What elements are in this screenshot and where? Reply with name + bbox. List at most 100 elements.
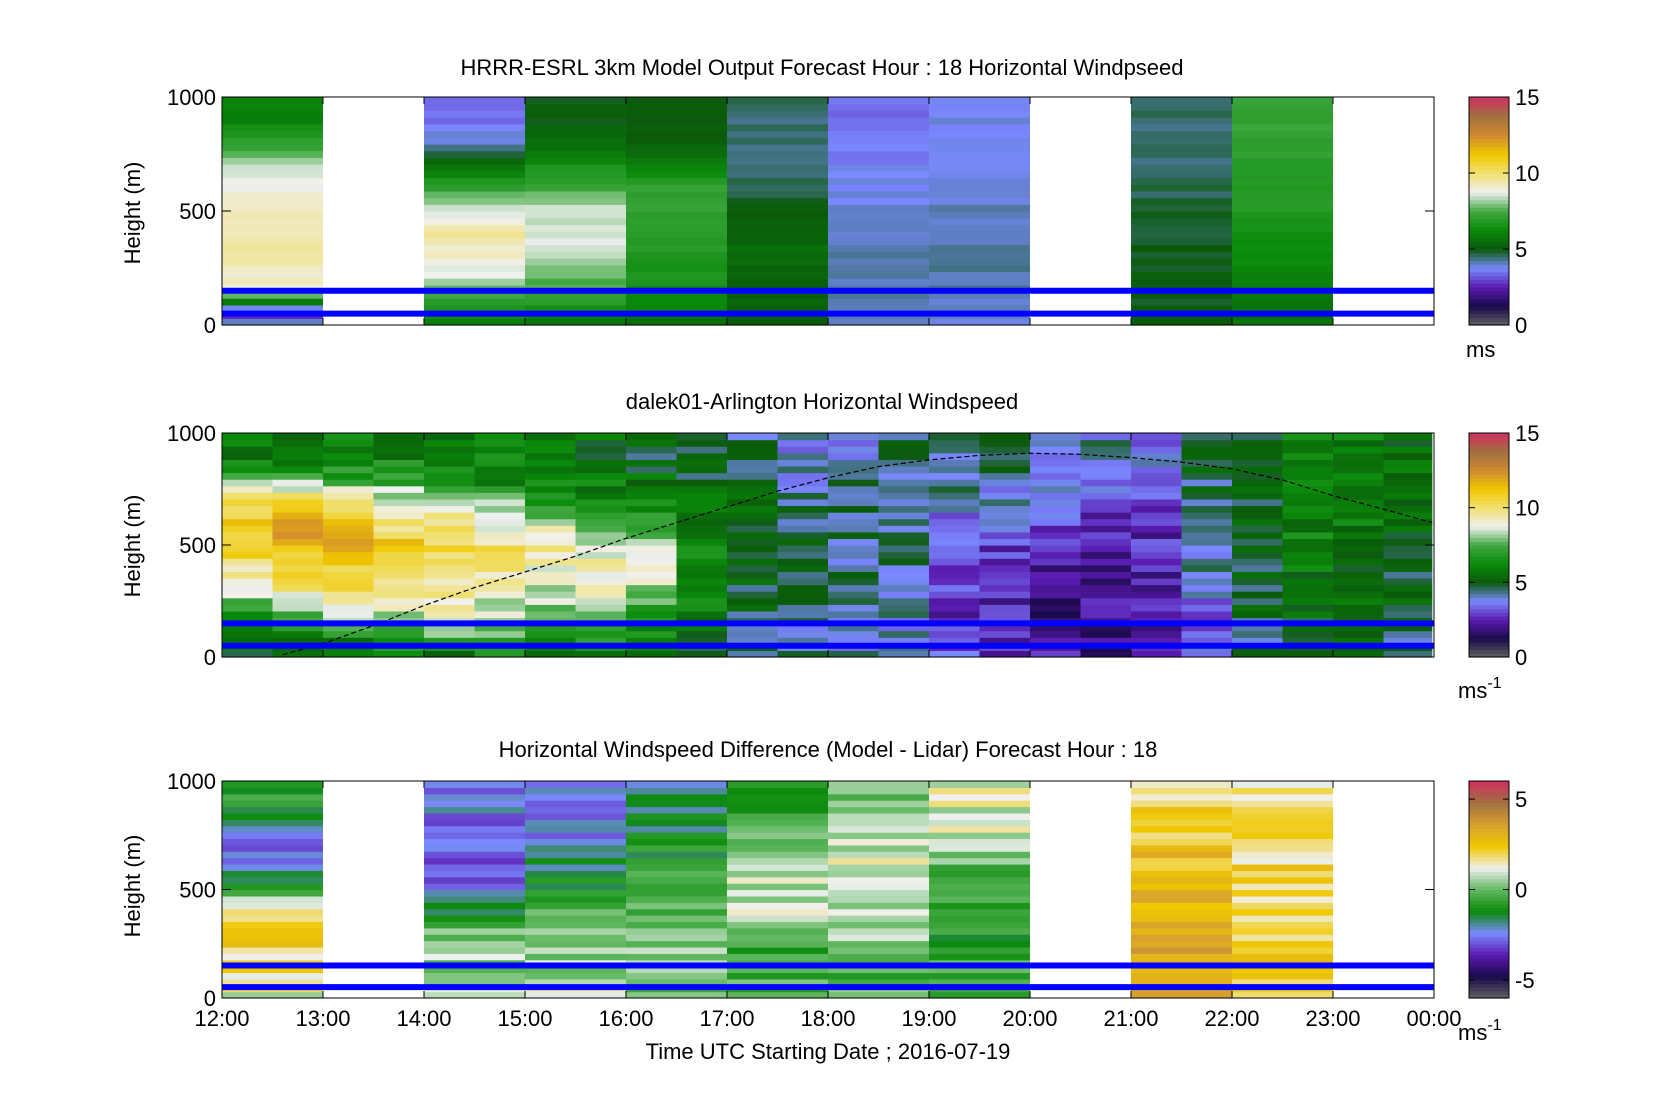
heatmap-cell (727, 439, 778, 447)
heatmap-cell (626, 800, 727, 808)
heatmap-cell (1232, 832, 1333, 840)
heatmap-cell (828, 237, 929, 246)
heatmap-cell (929, 479, 980, 487)
heatmap-cell (222, 452, 273, 460)
heatmap-cell (878, 512, 929, 520)
heatmap-cell (1333, 452, 1384, 460)
heatmap-cell (727, 883, 828, 891)
heatmap-cell (1282, 630, 1333, 638)
heatmap-cell (1383, 498, 1433, 507)
heatmap-cell (1131, 197, 1232, 205)
heatmap-cell (828, 472, 879, 480)
heatmap-cell (1232, 157, 1333, 165)
heatmap-cell (222, 237, 323, 246)
heatmap-cell (626, 851, 727, 859)
heatmap-cell (929, 498, 980, 507)
heatmap-cell (1181, 564, 1232, 572)
heatmap-cell (1030, 584, 1081, 592)
heatmap-cell (1333, 637, 1384, 645)
heatmap-cell (525, 237, 626, 246)
heatmap-cell (1232, 921, 1333, 929)
heatmap-cell (1282, 479, 1333, 487)
heatmap-cell (525, 204, 626, 212)
heatmap-cell (424, 177, 525, 185)
heatmap-cell (626, 793, 727, 801)
heatmap-cell (626, 571, 677, 579)
heatmap-cell (1232, 304, 1333, 313)
heatmap-cell (1282, 492, 1333, 500)
heatmap-column (777, 433, 828, 658)
colorbar-segment (1469, 268, 1509, 273)
heatmap-cell (1080, 433, 1131, 441)
heatmap-cell (424, 844, 525, 852)
heatmap-cell (929, 143, 1030, 152)
heatmap-cell (575, 505, 626, 513)
heatmap-cell (424, 787, 525, 795)
heatmap-cell (222, 889, 323, 897)
colorbar-segment (1469, 958, 1509, 963)
heatmap-cell (1131, 825, 1232, 833)
heatmap-cell (929, 908, 1030, 916)
heatmap-cell (727, 251, 828, 259)
heatmap-cell (828, 870, 929, 878)
panel-model: HRRR-ESRL 3km Model Output Forecast Hour… (120, 55, 1539, 362)
heatmap-cell (1282, 505, 1333, 513)
heatmap-cell (828, 217, 929, 226)
heatmap-cell (1131, 525, 1182, 533)
heatmap-cell (1080, 512, 1131, 520)
heatmap-cell (222, 597, 273, 605)
heatmap-cell (1333, 465, 1384, 474)
heatmap-cell (1181, 624, 1232, 632)
heatmap-cell (828, 577, 879, 586)
heatmap-cell (424, 558, 475, 566)
colorbar-tick-label: 15 (1515, 85, 1539, 110)
heatmap-cell (1181, 584, 1232, 592)
heatmap-cell (727, 211, 828, 219)
heatmap-cell (575, 518, 626, 526)
heatmap-cell (878, 545, 929, 553)
heatmap-cell (424, 927, 525, 935)
colorbar-segment (1469, 791, 1509, 797)
heatmap-cell (424, 819, 525, 827)
colorbar-segment (1469, 161, 1509, 166)
heatmap-cell (1131, 946, 1232, 954)
heatmap-cell (929, 978, 1030, 986)
heatmap-cell (626, 863, 727, 871)
heatmap-cell (1131, 439, 1182, 447)
heatmap-cell (525, 832, 626, 840)
colorbar-segment (1469, 290, 1509, 296)
heatmap-cell (626, 604, 677, 612)
heatmap-cell (424, 806, 525, 814)
heatmap-cell (222, 184, 323, 192)
heatmap-cell (474, 545, 525, 553)
heatmap-cell (474, 597, 525, 605)
colorbar-tick-label: 15 (1515, 421, 1539, 446)
heatmap-cell (878, 446, 929, 454)
heatmap-cell (1232, 291, 1333, 299)
heatmap-cell (525, 217, 626, 226)
colorbar-segment (1469, 853, 1509, 858)
heatmap-cell (777, 545, 828, 553)
heatmap-cell (525, 123, 626, 132)
heatmap-cell (1232, 624, 1283, 632)
heatmap-cell (1232, 787, 1333, 795)
heatmap-cell (878, 439, 929, 447)
heatmap-cell (979, 624, 1030, 632)
heatmap-cell (222, 825, 323, 833)
heatmap-cell (272, 584, 323, 592)
colorbar-segment (1469, 627, 1509, 632)
heatmap-cell (1131, 927, 1232, 935)
colorbar-segment (1469, 211, 1509, 216)
heatmap-cell (1232, 531, 1283, 540)
heatmap-cell (777, 492, 828, 500)
colorbar-segment (1469, 936, 1509, 941)
heatmap-cell (525, 851, 626, 859)
colorbar-segment (1469, 965, 1509, 970)
heatmap-cell (1131, 257, 1232, 266)
heatmap-cell (626, 812, 727, 820)
heatmap-cell (727, 584, 778, 592)
colorbar-segment (1469, 127, 1509, 132)
heatmap-cell (828, 224, 929, 232)
heatmap-cell (676, 485, 727, 493)
heatmap-cell (929, 492, 980, 500)
